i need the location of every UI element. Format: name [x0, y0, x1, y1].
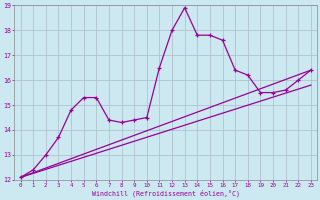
X-axis label: Windchill (Refroidissement éolien,°C): Windchill (Refroidissement éolien,°C)	[92, 190, 240, 197]
